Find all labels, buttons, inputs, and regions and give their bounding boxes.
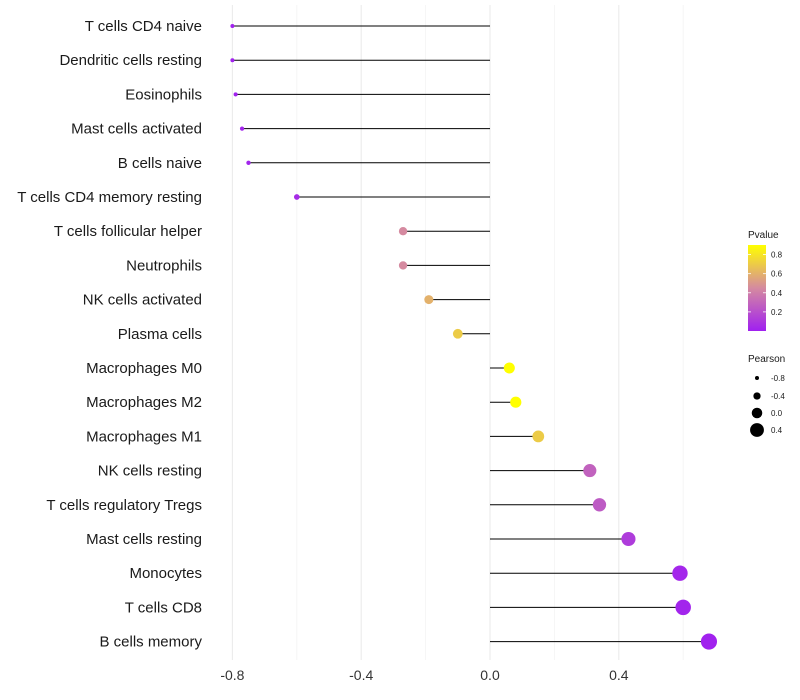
pvalue-legend: Pvalue 0.8 0.6 0.4 0.2 [748, 230, 783, 331]
pvalue-colorbar [748, 245, 766, 331]
category-label: T cells follicular helper [54, 223, 202, 240]
category-labels: T cells CD4 naive Dendritic cells resting… [17, 18, 202, 651]
category-label: Plasma cells [118, 326, 202, 343]
lollipop-dot [583, 464, 597, 478]
pvalue-tick-label: 0.6 [771, 270, 783, 279]
lollipop-dot [621, 531, 636, 547]
pearson-size-label: -0.8 [771, 374, 785, 383]
category-label: T cells CD4 memory resting [17, 189, 202, 206]
pvalue-tick-label: 0.8 [771, 251, 783, 260]
pearson-legend: Pearson -0.8 -0.4 0.0 0.4 [748, 354, 785, 437]
category-label: Mast cells resting [86, 531, 202, 548]
x-tick-label: 0.0 [480, 667, 500, 683]
lollipop-dot [532, 430, 545, 443]
lollipop-dot [510, 396, 522, 408]
lollipop-dot [233, 92, 238, 97]
category-label: T cells CD8 [125, 599, 202, 616]
pearson-legend-title: Pearson [748, 354, 785, 365]
category-label: NK cells activated [83, 292, 202, 309]
category-label: NK cells resting [98, 463, 202, 480]
lollipop-dot [503, 362, 515, 374]
pearson-size-key [755, 376, 759, 380]
lollipop-dot [293, 194, 300, 200]
pvalue-tick-label: 0.2 [771, 308, 783, 317]
lollipop-stems [232, 25, 709, 643]
lollipop-dot [675, 599, 691, 616]
pearson-legend-items: -0.8 -0.4 0.0 0.4 [750, 374, 785, 437]
category-label: B cells memory [99, 634, 202, 651]
lollipop-dot [672, 565, 688, 581]
category-label: T cells CD4 naive [85, 18, 202, 35]
category-label: T cells regulatory Tregs [46, 497, 202, 514]
pearson-size-key [753, 392, 761, 400]
category-label: Macrophages M2 [86, 394, 202, 411]
lollipop-dot [398, 261, 408, 270]
category-label: B cells naive [118, 155, 202, 172]
pearson-size-key [751, 407, 763, 419]
lollipop-dot [424, 295, 434, 305]
lollipop-dots [230, 24, 718, 650]
lollipop-dot [239, 126, 245, 131]
category-label: Mast cells activated [71, 121, 202, 138]
pearson-size-label: 0.0 [771, 409, 783, 418]
grid-lines [231, 5, 684, 660]
category-label: Neutrophils [126, 257, 202, 274]
lollipop-dot [592, 498, 607, 512]
category-label: Dendritic cells resting [59, 52, 202, 69]
pvalue-legend-title: Pvalue [748, 230, 779, 241]
category-label: Macrophages M0 [86, 360, 202, 377]
lollipop-dot [230, 58, 235, 63]
category-label: Eosinophils [125, 86, 202, 103]
pearson-size-key [750, 423, 764, 437]
lollipop-dot [230, 24, 235, 28]
category-label: Macrophages M1 [86, 428, 202, 445]
lollipop-dot [700, 633, 718, 650]
lollipop-dot [452, 328, 463, 339]
pvalue-tick-label: 0.4 [771, 289, 783, 298]
x-axis-ticks: -0.8 -0.4 0.0 0.4 [220, 667, 628, 683]
pearson-size-label: 0.4 [771, 426, 783, 435]
pearson-size-label: -0.4 [771, 392, 785, 401]
x-tick-label: -0.8 [220, 667, 244, 683]
lollipop-dot [246, 160, 251, 166]
lollipop-dot [398, 227, 408, 236]
pvalue-legend-ticks: 0.8 0.6 0.4 0.2 [748, 251, 783, 317]
category-label: Monocytes [129, 565, 202, 582]
x-tick-label: -0.4 [349, 667, 373, 683]
x-tick-label: 0.4 [609, 667, 629, 683]
